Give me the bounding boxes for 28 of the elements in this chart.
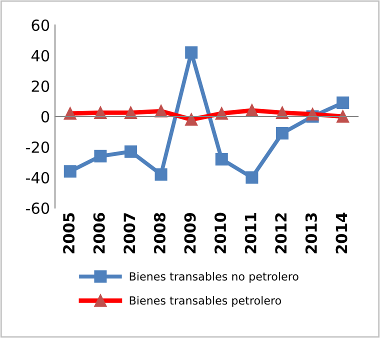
point — [215, 152, 228, 166]
x-tick-label: 2010 — [214, 212, 226, 254]
x-tick-label: 2007 — [124, 213, 136, 254]
y-tick-label: 60 — [32, 19, 50, 32]
y-tick-label: -40 — [26, 172, 50, 184]
point — [124, 145, 137, 158]
x-tick-label: 2014 — [336, 212, 348, 254]
y-tick-label: 40 — [31, 50, 50, 62]
x-tick-label: 2012 — [275, 213, 287, 254]
y-tick-label: 0 — [41, 110, 50, 123]
y-tick-label: -20 — [26, 141, 50, 154]
x-tick-label: 2005 — [63, 213, 75, 254]
x-tick-label: 2013 — [305, 213, 317, 254]
y-tick-label: 20 — [32, 80, 50, 92]
point — [246, 171, 258, 184]
x-tick-label: 2006 — [93, 212, 105, 254]
x-tick-label: 2008 — [154, 212, 166, 254]
legend-label: Bienes transables no petrolero — [130, 272, 298, 283]
x-tick-label: 2011 — [244, 213, 256, 254]
point — [154, 168, 168, 181]
y-tick-label: -60 — [26, 202, 50, 214]
point — [185, 46, 198, 59]
legend-label: Bienes transables petrolero — [130, 296, 282, 307]
point — [276, 127, 288, 140]
point — [336, 96, 350, 110]
point — [64, 165, 76, 178]
point — [94, 150, 107, 162]
x-tick-label: 2009 — [184, 212, 196, 254]
